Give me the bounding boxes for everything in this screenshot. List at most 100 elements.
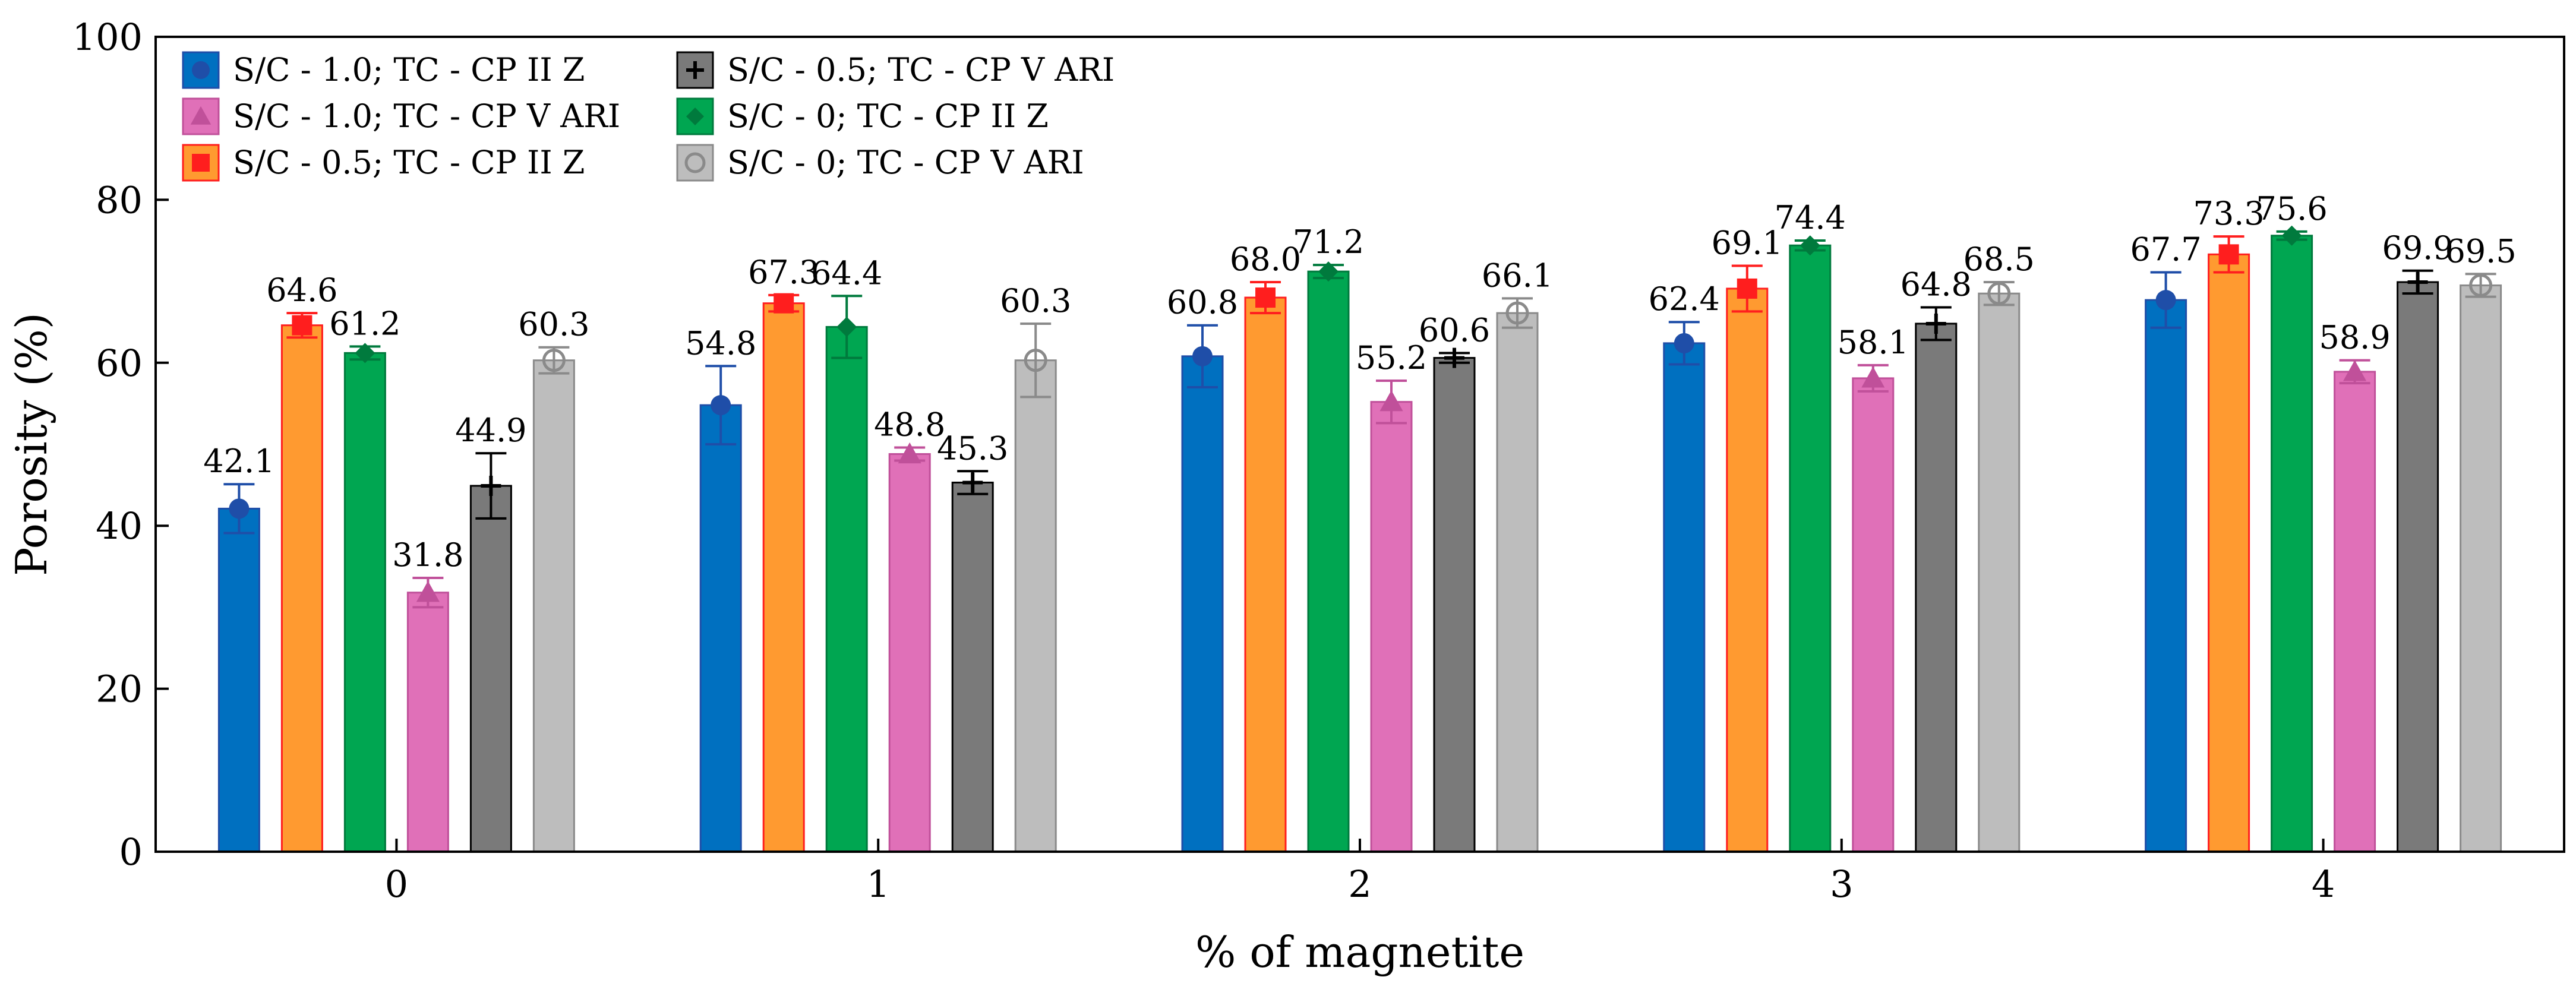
data-label-s2-c0: 64.6: [266, 271, 337, 309]
data-label-s2-c1: 67.3: [748, 254, 819, 291]
bar-s0-c0: [217, 507, 260, 853]
triangle-shape: [190, 106, 211, 125]
y-tick-label: 0: [119, 830, 143, 874]
data-label-s3-c3: 64.8: [1901, 266, 1972, 304]
legend-label: S/C - 0.5; TC - CP II Z: [233, 144, 585, 181]
legend-item-1: S/C - 1.0; TC - CP V ARI: [182, 97, 620, 135]
square-shape: [1255, 287, 1276, 308]
bar-s5-c0: [532, 359, 575, 853]
bar-s3-c1: [951, 481, 994, 853]
circle-outline: [542, 349, 566, 372]
data-label-s1-c3: 58.1: [1838, 324, 1909, 361]
circle-shape: [1192, 346, 1213, 366]
diamond-shape: [836, 317, 857, 337]
bar-s1-c0: [406, 592, 449, 853]
diamond-marker: [1800, 235, 1820, 256]
diamond-shape: [686, 108, 704, 125]
circle-marker: [192, 61, 210, 79]
data-label-s2-c3: 69.1: [1712, 225, 1783, 262]
data-label-s4-c0: 61.2: [329, 305, 400, 342]
triangle-marker: [898, 442, 921, 464]
square-shape: [2218, 244, 2239, 265]
triangle-shape: [2343, 360, 2367, 381]
data-label-s0-c4: 67.7: [2130, 231, 2201, 268]
y-tick-label: 60: [96, 342, 143, 385]
triangle-shape: [898, 442, 921, 464]
open-circle-marker: [684, 152, 706, 173]
legend-swatch: [182, 97, 220, 135]
bar-s4-c4: [2271, 235, 2313, 853]
diamond-marker: [355, 343, 375, 363]
data-label-s3-c2: 60.6: [1419, 311, 1490, 349]
data-label-s3-c1: 45.3: [937, 429, 1008, 467]
open-circle-marker: [1505, 301, 1529, 325]
square-marker: [1255, 287, 1276, 308]
y-tick-label: 20: [96, 668, 143, 711]
y-tick-label: 100: [72, 15, 143, 59]
plus-marker: [481, 475, 501, 496]
diamond-marker: [2281, 225, 2302, 246]
square-shape: [774, 293, 794, 314]
triangle-marker: [1379, 390, 1403, 412]
bar-s2-c4: [2208, 253, 2250, 853]
data-label-s0-c3: 62.4: [1649, 280, 1720, 318]
legend-item-4: S/C - 0; TC - CP II Z: [676, 97, 1049, 135]
error-bar-s5-c1: [1020, 322, 1052, 399]
legend-swatch: [676, 144, 714, 182]
data-label-s1-c4: 58.9: [2319, 319, 2390, 356]
legend-label: S/C - 0; TC - CP II Z: [727, 97, 1049, 135]
legend-item-5: S/C - 0; TC - CP V ARI: [676, 144, 1084, 182]
circle-shape: [711, 395, 731, 416]
circle-shape: [229, 498, 250, 519]
data-label-s0-c2: 60.8: [1167, 284, 1238, 321]
data-label-s5-c4: 69.5: [2445, 232, 2516, 270]
square-shape: [1737, 278, 1757, 299]
circle-outline: [2469, 273, 2493, 297]
diamond-shape: [2281, 225, 2302, 246]
legend-label: S/C - 1.0; TC - CP V ARI: [233, 97, 620, 135]
open-circle-marker: [2469, 273, 2493, 297]
triangle-marker: [1861, 366, 1885, 388]
triangle-marker: [190, 106, 211, 125]
circle-outline: [1505, 301, 1529, 325]
circle-outline: [1024, 349, 1047, 372]
data-label-s4-c4: 75.6: [2256, 190, 2327, 227]
diamond-shape: [1800, 235, 1820, 256]
circle-shape: [1674, 333, 1694, 353]
data-label-s4-c1: 64.4: [811, 254, 882, 292]
bar-s0-c1: [699, 404, 742, 853]
diamond-marker: [1318, 261, 1338, 282]
triangle-marker: [416, 581, 440, 602]
y-tick-label: 80: [96, 178, 143, 222]
legend-item-0: S/C - 1.0; TC - CP II Z: [182, 51, 585, 89]
circle-outline: [1987, 282, 2011, 305]
bar-s0-c4: [2145, 299, 2187, 853]
square-marker: [292, 315, 312, 336]
axis-ticks-layer: 0 20 40 60 80 100 0 1 2 3 4: [72, 15, 2335, 906]
plus-marker: [1444, 347, 1464, 368]
bar-s0-c3: [1663, 342, 1706, 853]
data-label-s4-c2: 71.2: [1293, 223, 1364, 261]
x-tick-label: 1: [866, 862, 889, 906]
triangle-shape: [416, 581, 440, 602]
bar-s1-c4: [2334, 371, 2376, 853]
markers-layer: [229, 225, 2493, 602]
square-marker: [774, 293, 794, 314]
bar-s1-c1: [888, 453, 931, 853]
data-labels-layer: 42.1 64.661.2 31.8 44.9 60.3 54.8 67.364.4 48.8…: [203, 190, 2516, 574]
legend-label: S/C - 0; TC - CP V ARI: [727, 144, 1084, 181]
x-tick-label: 2: [1348, 862, 1371, 906]
bar-s5-c1: [1014, 359, 1057, 853]
square-marker: [1737, 278, 1757, 299]
data-label-s5-c3: 68.5: [1963, 241, 2035, 278]
diamond-marker: [836, 317, 857, 337]
data-label-s2-c4: 73.3: [2193, 195, 2264, 232]
bar-s4-c2: [1307, 270, 1350, 853]
bar-s4-c0: [343, 352, 386, 853]
legend-item-3: S/C - 0.5; TC - CP V ARI: [676, 51, 1115, 89]
y-axis-title: Porosity (%): [7, 312, 56, 576]
open-circle-marker: [1987, 282, 2011, 305]
circle-outline: [684, 152, 706, 173]
open-circle-marker: [1024, 349, 1047, 372]
